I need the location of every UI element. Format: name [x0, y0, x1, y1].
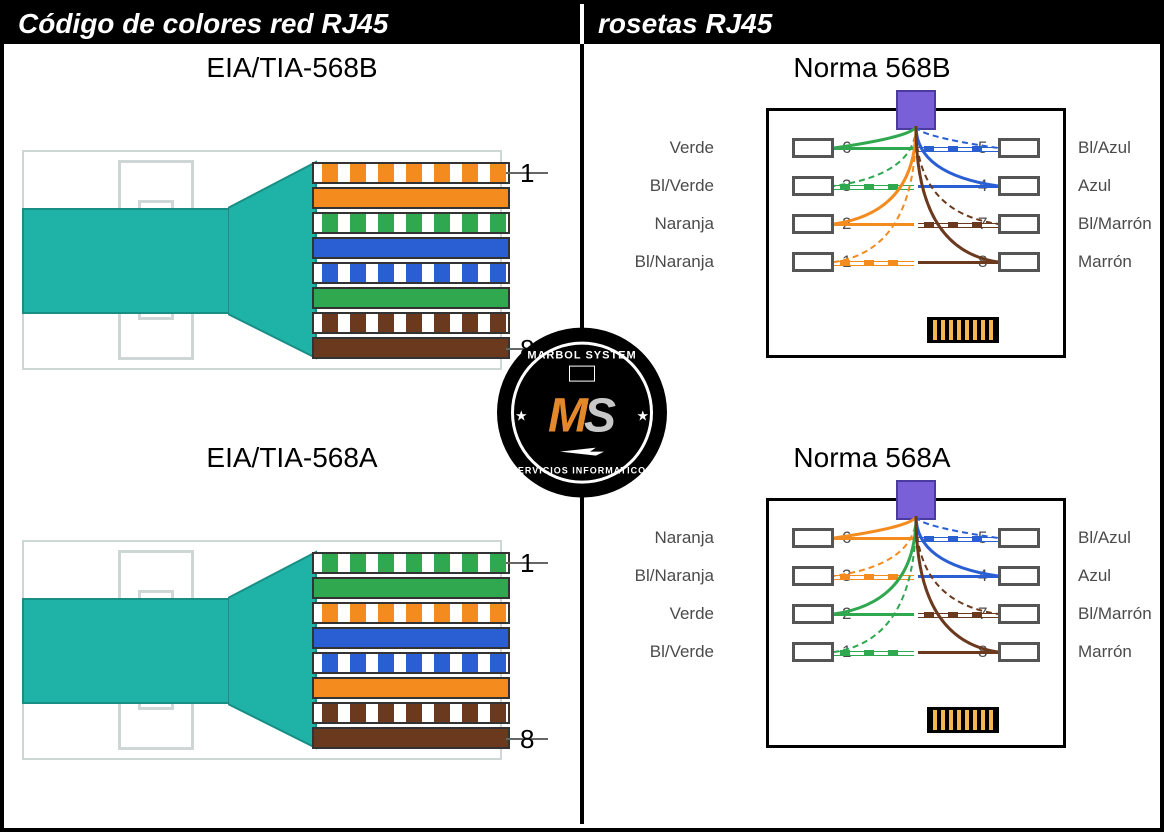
logo-ring — [511, 342, 653, 484]
header-right: rosetas RJ45 — [584, 4, 1160, 44]
pin-label-1: 1 — [520, 548, 534, 579]
left-column: EIA/TIA-568B 18 EIA/TIA-568A 18 — [4, 44, 584, 824]
fanout — [228, 550, 318, 750]
plug-568b: 18 — [22, 90, 562, 400]
fanout — [228, 160, 318, 360]
wire-5 — [312, 652, 510, 674]
wire-1 — [312, 162, 510, 184]
wire-7 — [312, 312, 510, 334]
wire-6 — [312, 287, 510, 309]
logo-text-bottom: SERVICIOS INFORMATICOS — [511, 466, 653, 476]
jack-fanout — [722, 508, 1110, 708]
jack-568a: 6Naranja3Bl/Naranja2Verde1Bl/Verde5Bl/Az… — [722, 480, 1122, 780]
wire-1 — [312, 552, 510, 574]
jack-chip — [927, 707, 999, 733]
wire-5 — [312, 262, 510, 284]
cable-jacket — [22, 598, 232, 704]
jack-568a-title: Norma 568A — [592, 442, 1152, 474]
terminal-label: Verde — [670, 138, 714, 158]
cable-jacket — [22, 208, 232, 314]
wire-6 — [312, 677, 510, 699]
jack-568b: 6Verde3Bl/Verde2Naranja1Bl/Naranja5Bl/Az… — [722, 90, 1122, 390]
plug-568a-title: EIA/TIA-568A — [12, 442, 572, 474]
plug-568a-cell: EIA/TIA-568A 18 — [4, 434, 580, 824]
wire-2 — [312, 577, 510, 599]
terminal-label: Bl/Verde — [650, 176, 714, 196]
header-left: Código de colores red RJ45 — [4, 4, 584, 44]
wire-4 — [312, 627, 510, 649]
plug-568a: 18 — [22, 480, 562, 790]
pin-label-8: 8 — [520, 724, 534, 755]
plug-568b-title: EIA/TIA-568B — [12, 52, 572, 84]
wire-2 — [312, 187, 510, 209]
jack-568b-title: Norma 568B — [592, 52, 1152, 84]
jack-chip — [927, 317, 999, 343]
jack-568a-cell: Norma 568A 6Naranja3Bl/Naranja2Verde1Bl/… — [584, 434, 1160, 824]
marbol-logo: MARBOL SYSTEM M S SERVICIOS INFORMATICOS… — [497, 328, 667, 498]
wire-4 — [312, 237, 510, 259]
logo-text-top: MARBOL SYSTEM — [527, 350, 636, 362]
jack-568b-cell: Norma 568B 6Verde3Bl/Verde2Naranja1Bl/Na… — [584, 44, 1160, 434]
wire-3 — [312, 602, 510, 624]
terminal-label: Naranja — [654, 214, 714, 234]
wire-8 — [312, 727, 510, 749]
jack-fanout — [722, 118, 1110, 318]
wire-7 — [312, 702, 510, 724]
laptop-icon — [569, 366, 595, 382]
plug-568b-cell: EIA/TIA-568B 18 — [4, 44, 580, 434]
terminal-label: Bl/Verde — [650, 642, 714, 662]
terminal-label: Naranja — [654, 528, 714, 548]
pin-label-1: 1 — [520, 158, 534, 189]
wire-3 — [312, 212, 510, 234]
star-icon: ★ — [515, 408, 528, 425]
terminal-label: Bl/Naranja — [635, 252, 714, 272]
star-icon: ★ — [636, 408, 649, 425]
wire-8 — [312, 337, 510, 359]
right-column: Norma 568B 6Verde3Bl/Verde2Naranja1Bl/Na… — [584, 44, 1160, 824]
diagram-container: Código de colores red RJ45 rosetas RJ45 … — [0, 0, 1164, 832]
terminal-label: Verde — [670, 604, 714, 624]
swoosh-icon — [560, 448, 604, 456]
terminal-label: Bl/Naranja — [635, 566, 714, 586]
header: Código de colores red RJ45 rosetas RJ45 — [4, 4, 1160, 44]
